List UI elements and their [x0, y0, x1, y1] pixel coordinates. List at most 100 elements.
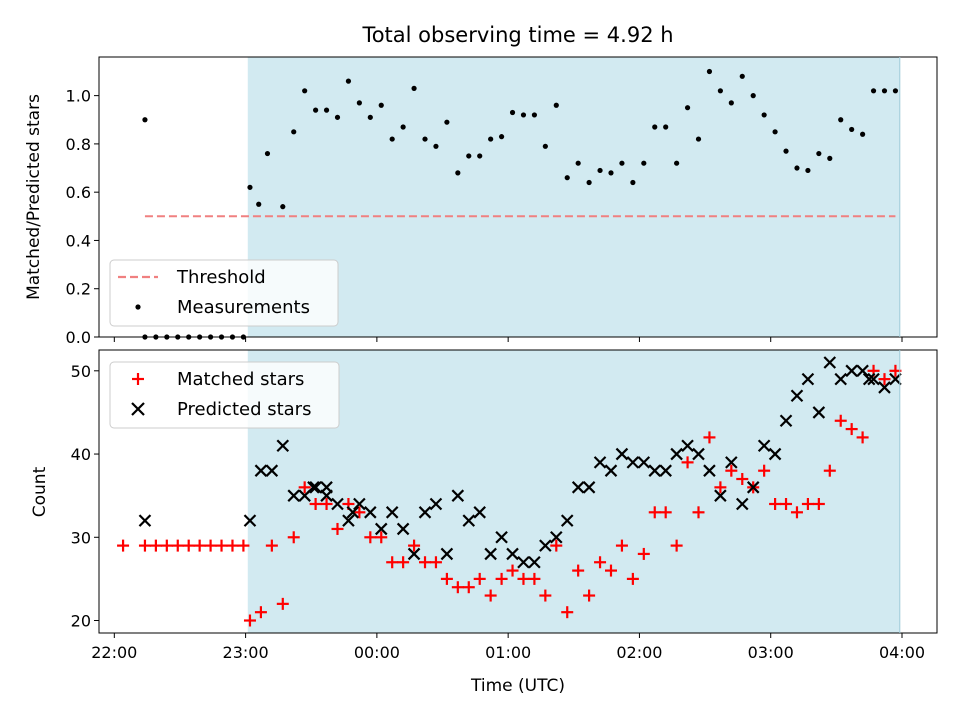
matched-star-point: [160, 539, 173, 552]
measurement-point: [422, 136, 428, 142]
predicted-star-point: [550, 531, 563, 544]
predicted-star-point: [254, 464, 268, 477]
measurement-point: [794, 165, 800, 171]
matched-star-point: [780, 497, 793, 510]
x-tick-label: 23:00: [223, 643, 269, 662]
ratio-legend-box: [109, 259, 339, 327]
matched-star-point: [331, 522, 344, 535]
measurement-point: [663, 124, 669, 130]
measurement-point: [652, 124, 658, 130]
matched-star-point: [193, 539, 206, 552]
matched-star-point: [484, 589, 497, 602]
matched-star-point: [714, 481, 727, 494]
predicted-star-point: [746, 481, 760, 494]
count-legend: Matched stars Predicted stars: [109, 361, 340, 429]
predicted-star-point: [276, 439, 290, 452]
measurement-point: [247, 184, 253, 190]
measurement-point: [142, 117, 148, 123]
predicted-star-point: [331, 497, 344, 511]
matched-star-point: [298, 481, 311, 494]
predicted-star-point: [346, 506, 360, 519]
predicted-star-point: [560, 514, 574, 527]
count-plot-frame: [98, 349, 938, 634]
matched-star-point: [309, 497, 322, 510]
ratio-y-tick-label: 0.2: [66, 280, 91, 299]
matched-star-point: [276, 597, 289, 610]
measurement-point: [608, 170, 614, 176]
measurement-point: [750, 93, 756, 99]
matched-star-point: [637, 547, 650, 560]
measurement-point: [849, 126, 855, 133]
matched-star-point: [408, 539, 421, 552]
matched-star-point: [364, 531, 377, 544]
ratio-y-tick-label: 0.4: [66, 231, 91, 250]
matched-star-point: [550, 539, 563, 552]
predicted-star-point: [342, 514, 355, 527]
predicted-star-point: [243, 514, 257, 527]
predicted-star-point: [364, 506, 377, 519]
matched-star-point: [287, 531, 300, 544]
measurement-point: [630, 179, 636, 186]
matched-star-point: [495, 572, 508, 585]
predicted-star-point: [637, 456, 651, 469]
matched-star-point: [451, 581, 464, 594]
measurement-point: [542, 143, 548, 149]
predicted-star-point: [862, 372, 876, 386]
matched-star-point: [320, 497, 333, 510]
measurement-point: [264, 150, 271, 157]
matched-star-point: [615, 539, 628, 552]
predicted-star-point: [801, 372, 815, 386]
measurement-point: [870, 88, 877, 94]
predicted-star-point: [385, 506, 399, 519]
count-y-tick-label: 20: [71, 612, 91, 631]
matched-star-point: [572, 564, 585, 577]
measurement-point: [827, 155, 833, 161]
predicted-star-point: [407, 547, 421, 561]
measurement-point: [378, 102, 384, 108]
matched-star-point: [659, 506, 672, 519]
matched-star-point: [539, 589, 552, 602]
predicted-star-point: [287, 489, 301, 502]
matched-star-point: [182, 539, 195, 552]
measurement-point: [367, 114, 373, 120]
predicted-star-point: [517, 555, 530, 569]
measurement-point: [838, 117, 844, 123]
measurement-point: [564, 175, 570, 181]
measurement-point: [356, 100, 362, 106]
measurements-legend-swatch: [135, 304, 141, 310]
predicted-star-point: [615, 447, 629, 461]
matched-star-point: [648, 506, 661, 519]
x-tick-label: 02:00: [616, 643, 662, 662]
predicted-star-point: [440, 547, 454, 561]
predicted-star-point: [845, 364, 858, 378]
predicted-star-point: [473, 506, 486, 519]
predicted-star-point: [506, 547, 519, 561]
measurement-point: [739, 73, 745, 79]
matched-star-point: [681, 456, 694, 469]
measurement-point: [477, 153, 483, 159]
matched-star-point: [265, 539, 278, 552]
matched-star-point: [801, 497, 814, 510]
matched-star-point: [254, 606, 267, 619]
predicted-star-point: [320, 489, 333, 502]
measurement-point: [455, 170, 461, 176]
predicted-star-point: [648, 464, 662, 477]
chart-title: Total observing time = 4.92 h: [361, 23, 673, 47]
matched-star-point: [856, 431, 869, 444]
measurement-point: [695, 136, 702, 142]
x-tick-label: 01:00: [485, 643, 531, 662]
predicted-star-point: [692, 447, 705, 461]
measurement-point: [641, 160, 647, 166]
ratio-y-tick-label: 0.8: [66, 135, 91, 154]
measurement-point: [498, 134, 505, 140]
x-tick-label: 03:00: [748, 643, 794, 662]
predicted-star-point: [670, 447, 683, 461]
ratio-y-tick-label: 1.0: [66, 87, 91, 106]
predicted-star-point: [582, 481, 596, 494]
x-tick-label: 00:00: [354, 643, 400, 662]
measurement-point: [411, 85, 417, 91]
measurements-legend-label: Measurements: [177, 297, 310, 318]
measurement-point: [597, 167, 603, 174]
matched-star-point: [429, 556, 442, 569]
predicted-star-point: [703, 464, 716, 477]
